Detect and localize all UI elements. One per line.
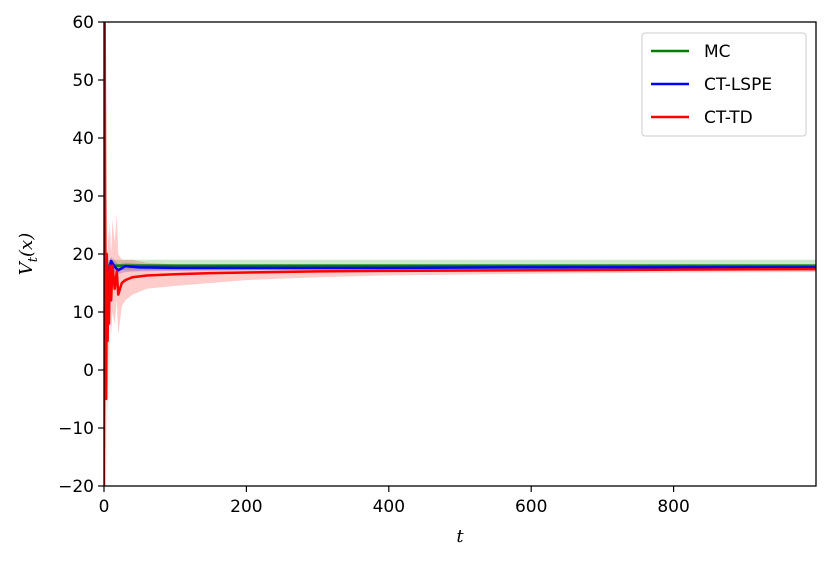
x-tick-label: 200	[230, 497, 262, 517]
y-tick-label: 10	[72, 303, 94, 323]
y-tick-label: 20	[72, 245, 94, 265]
x-tick-label: 0	[99, 497, 110, 517]
x-tick-label: 600	[515, 497, 547, 517]
legend-label-mc: MC	[704, 42, 731, 62]
axes: 0 200 400 600 800 −20 −10 0 10 20 30 40 50 60 t Vt(x)	[16, 13, 817, 547]
legend-label-ct-lspe: CT-LSPE	[704, 75, 772, 95]
legend-box	[641, 32, 807, 137]
x-tick-label: 400	[373, 497, 405, 517]
legend-label-ct-td: CT-TD	[704, 108, 753, 128]
y-tick-label: 50	[72, 71, 94, 91]
y-tick-label: −10	[58, 419, 94, 439]
y-tick-label: 60	[72, 13, 94, 33]
y-tick-label: 40	[72, 129, 94, 149]
y-axis-label: Vt(x)	[16, 233, 41, 275]
legend: MC CT-LSPE CT-TD	[641, 32, 807, 137]
x-tick-label: 800	[657, 497, 689, 517]
y-tick-label: 0	[83, 361, 94, 381]
y-tick-label: 30	[72, 187, 94, 207]
line-ct-td	[104, 22, 816, 486]
x-axis-label: t	[456, 526, 464, 547]
y-tick-label: −20	[58, 477, 94, 497]
series-lines	[104, 22, 816, 486]
